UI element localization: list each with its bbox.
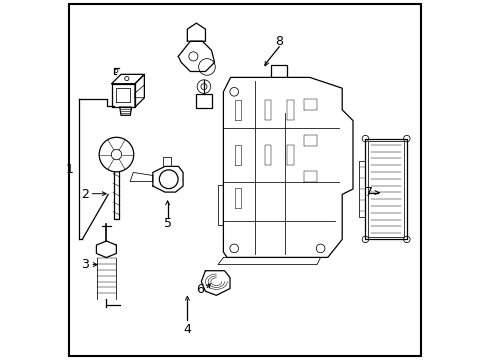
Bar xyxy=(359,161,366,217)
Text: 2: 2 xyxy=(81,188,90,201)
Text: 1: 1 xyxy=(65,163,74,176)
Text: 4: 4 xyxy=(183,323,191,336)
Text: 6: 6 xyxy=(196,283,204,296)
Text: 8: 8 xyxy=(275,35,283,48)
Text: 7: 7 xyxy=(365,186,373,199)
Text: 3: 3 xyxy=(81,258,89,271)
Bar xyxy=(196,94,212,108)
Text: 5: 5 xyxy=(164,217,171,230)
